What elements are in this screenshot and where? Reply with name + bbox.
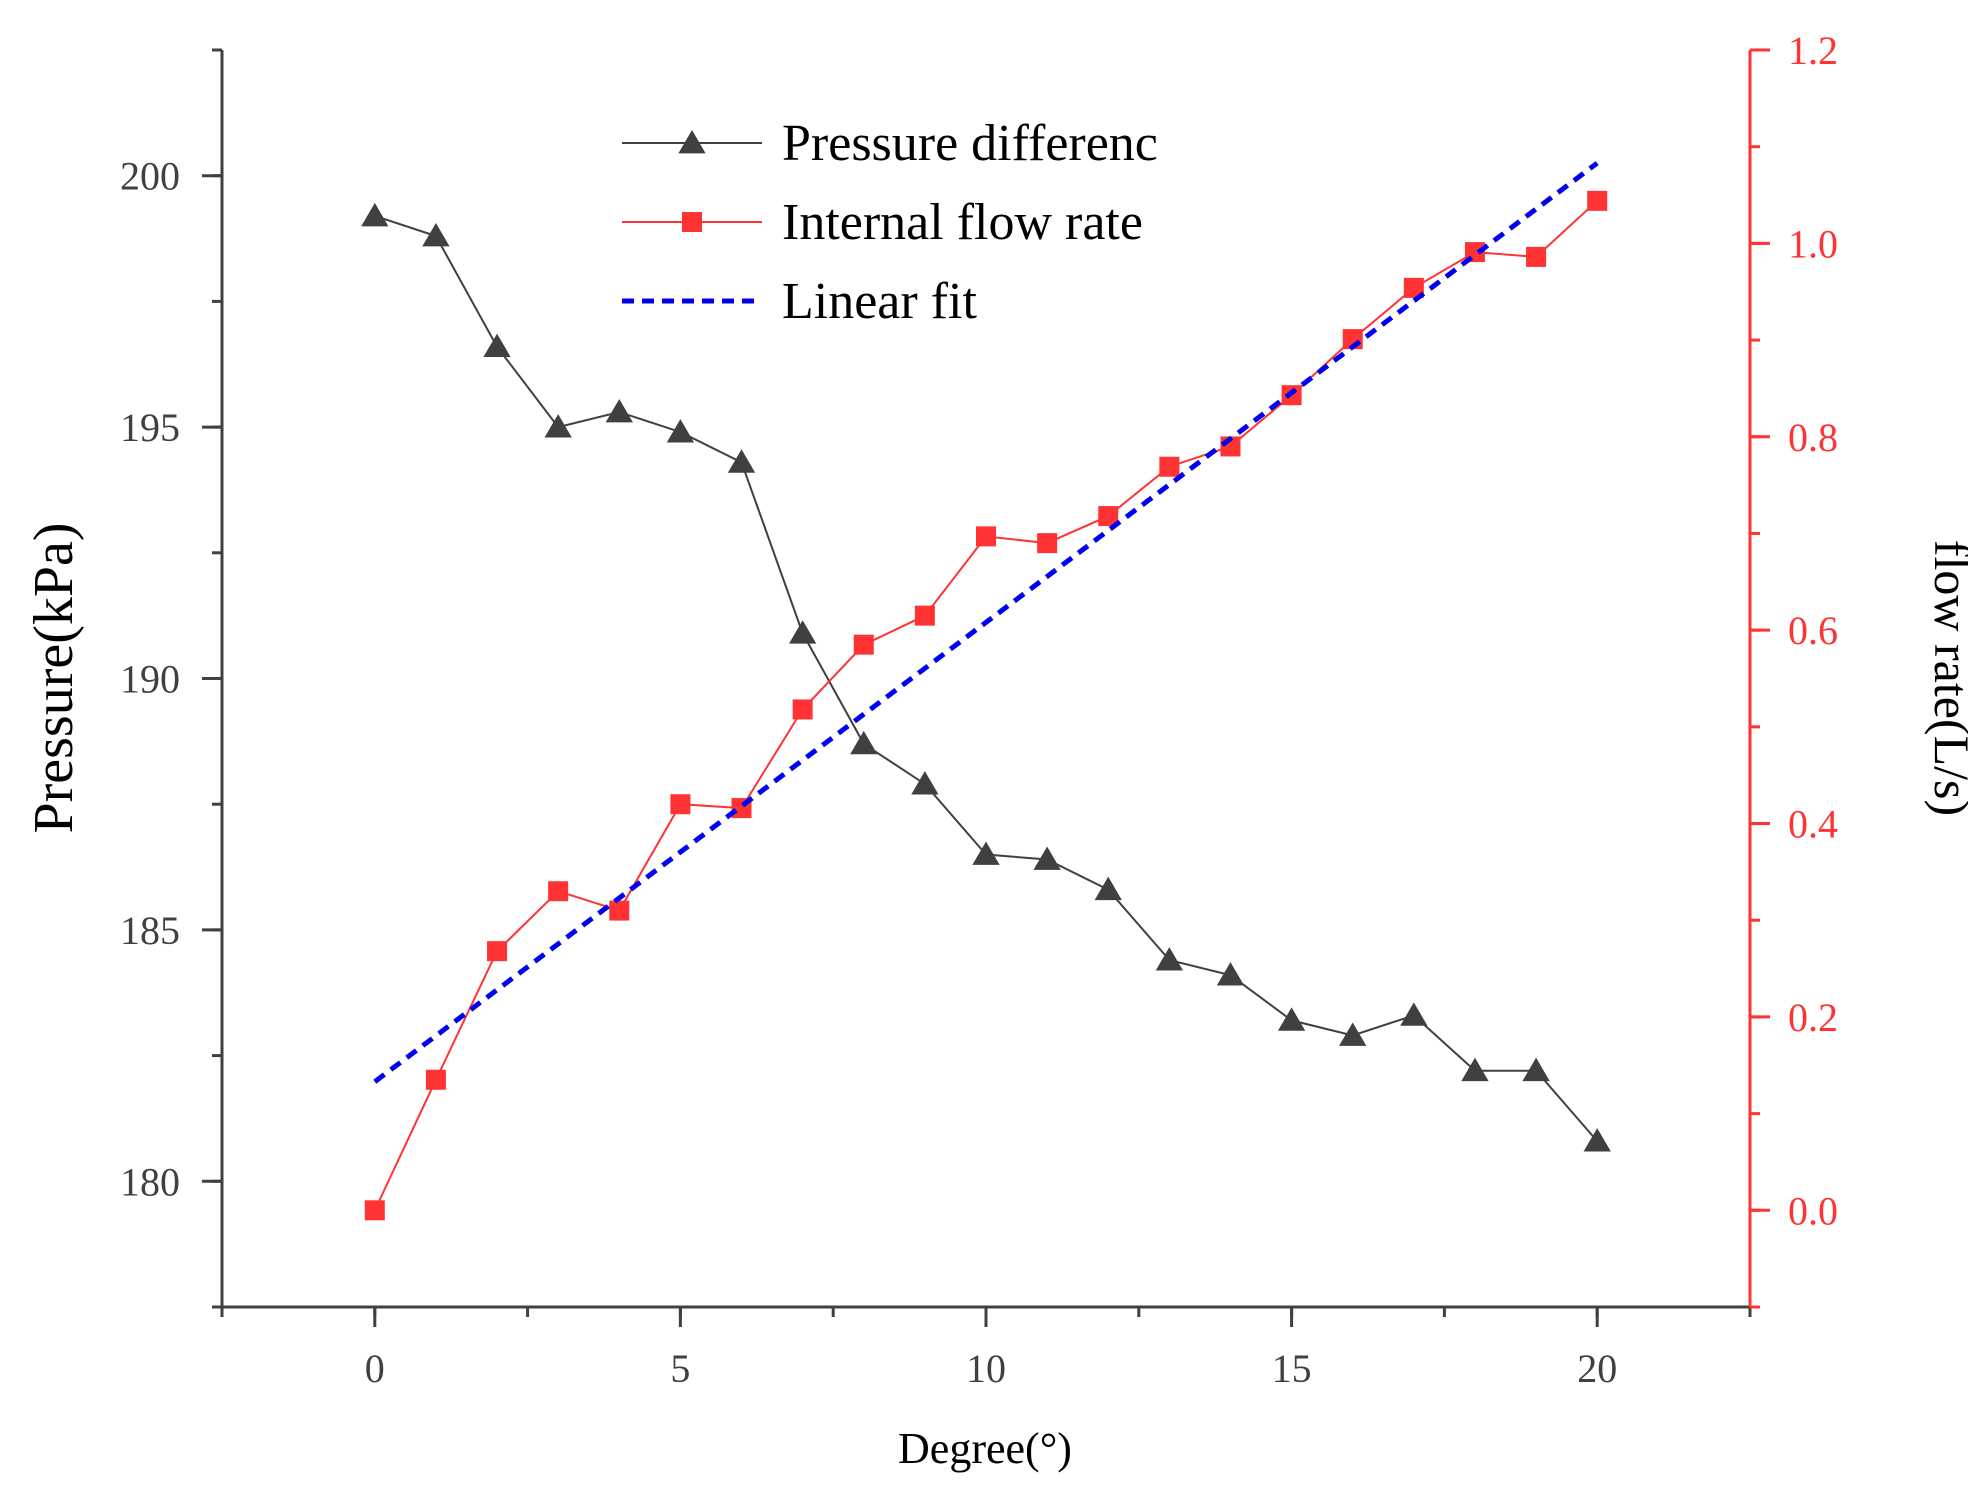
pressure-differenc-line — [374, 214, 1598, 1142]
y-left-tick-label: 195 — [120, 405, 180, 450]
pressure-differenc-point — [788, 620, 817, 644]
pressure-differenc-point — [1277, 1007, 1306, 1031]
legend: Pressure differenc Internal flow rate Line… — [622, 115, 1158, 330]
y-right-tick-label: 0.4 — [1788, 802, 1838, 847]
pressure-differenc-point — [1522, 1057, 1550, 1082]
internal-flow-rate-point — [1098, 506, 1119, 527]
y-left-tick-label: 200 — [120, 154, 180, 199]
internal-flow-rate-point — [1526, 246, 1547, 267]
pressure-differenc-point — [850, 730, 878, 755]
internal-flow-rate-point — [425, 1069, 446, 1090]
pressure-differenc-point — [361, 202, 389, 227]
internal-flow-rate-point — [364, 1200, 385, 1221]
linear-fit-line — [373, 161, 1599, 1084]
x-tick-label: 10 — [966, 1346, 1006, 1391]
internal-flow-rate-point — [853, 634, 874, 655]
pressure-differenc-point — [544, 414, 572, 438]
pressure-differenc-point — [605, 399, 633, 423]
legend-internal-flow-rate-label: Internal flow rate — [782, 194, 1143, 251]
internal-flow-rate-point — [792, 699, 813, 720]
legend-internal-flow-rate-marker — [682, 212, 702, 232]
pressure-differenc-point — [1583, 1128, 1611, 1152]
internal-flow-rate-point — [914, 605, 935, 626]
legend-linear-fit-label: Linear fit — [782, 273, 977, 330]
plot-area — [361, 161, 1611, 1221]
pressure-differenc-point — [1400, 1002, 1428, 1026]
x-tick-label: 20 — [1577, 1346, 1617, 1391]
internal-flow-rate-point — [1587, 190, 1608, 211]
y-right-tick-label: 1.0 — [1788, 221, 1838, 266]
y-right-axis-title: flow rate(L/s) — [1924, 540, 1968, 816]
pressure-differenc-point — [1094, 876, 1122, 901]
internal-flow-rate-point — [1159, 456, 1180, 477]
y-right-tick-label: 0.2 — [1788, 995, 1838, 1040]
pressure-differenc-point — [1216, 962, 1245, 986]
x-tick-label: 5 — [670, 1346, 690, 1391]
internal-flow-rate-line — [373, 200, 1598, 1211]
x-tick-label: 15 — [1272, 1346, 1312, 1391]
pressure-differenc-point — [1461, 1057, 1489, 1082]
x-tick-label: 0 — [365, 1346, 385, 1391]
y-left-tick-label: 180 — [120, 1159, 180, 1204]
axes: 0 5 10 15 20 180 185 190 195 200 0.0 0.2 0.4 0.6 0.8 1.… — [23, 28, 1968, 1473]
internal-flow-rate-point — [487, 941, 508, 962]
pressure-differenc-point — [1033, 846, 1061, 870]
y-right-tick-label: 0.6 — [1788, 608, 1838, 653]
pressure-differenc-point — [483, 333, 511, 358]
legend-pressure-differenc-label: Pressure differenc — [782, 115, 1158, 172]
internal-flow-rate-point — [1037, 533, 1058, 554]
pressure-differenc-point — [727, 449, 756, 473]
pressure-differenc-point — [422, 223, 450, 247]
y-right-tick-label: 0.8 — [1788, 415, 1838, 460]
internal-flow-rate-point — [976, 526, 996, 547]
internal-flow-rate-point — [670, 794, 691, 815]
y-left-tick-label: 185 — [120, 908, 180, 953]
y-left-axis-title: Pressure(kPa) — [23, 522, 85, 833]
y-right-tick-label: 0.0 — [1788, 1188, 1838, 1233]
pressure-differenc-point — [666, 419, 695, 443]
y-left-tick-label: 190 — [120, 657, 180, 702]
x-axis-title: Degree(°) — [898, 1424, 1072, 1473]
pressure-differenc-point — [911, 771, 939, 795]
y-right-tick-label: 1.2 — [1788, 28, 1838, 73]
internal-flow-rate-point — [1403, 277, 1424, 298]
pressure-differenc-point — [1339, 1022, 1367, 1046]
pressure-differenc-point — [972, 841, 1000, 865]
pressure-differenc-point — [1155, 947, 1184, 971]
internal-flow-rate-point — [548, 881, 569, 902]
legend-pressure-differenc-marker — [678, 130, 706, 154]
internal-flow-rate-point — [609, 900, 630, 921]
